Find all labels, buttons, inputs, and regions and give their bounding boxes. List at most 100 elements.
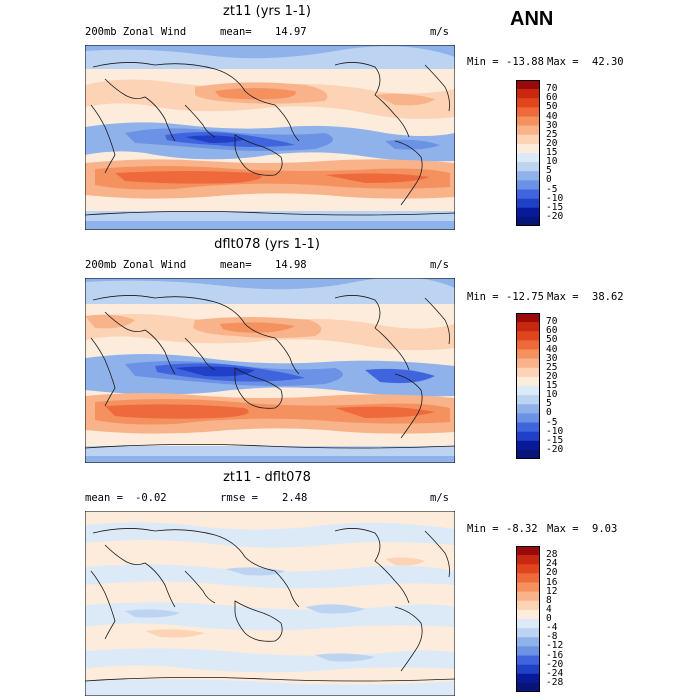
panel-1-colorbar-labels: 70 60 50 40 30 25 20 15 10 5 0 -5 -10 -15 -20 [546, 80, 586, 226]
panel-2-mean-label: mean= [220, 259, 252, 271]
colorbar-level-label: 24 [546, 558, 558, 570]
colorbar-level-label: -5 [546, 416, 558, 428]
colorbar-level-label: 25 [546, 128, 558, 140]
season-label: ANN [510, 8, 554, 30]
panel-1-min-value: -13.88 [506, 56, 544, 68]
panel-2-units: m/s [430, 259, 449, 271]
colorbar-swatch [516, 189, 540, 199]
colorbar-swatch [516, 673, 540, 684]
panel-1-max-value: 42.30 [592, 56, 624, 68]
colorbar-swatch [516, 340, 540, 350]
colorbar-swatch [516, 682, 540, 693]
colorbar-swatch [516, 125, 540, 136]
colorbar-level-label: -5 [546, 183, 558, 195]
colorbar-level-label: 50 [546, 101, 558, 113]
panel-1-map [85, 45, 455, 230]
panel-3-title: zt11 - dflt078 [223, 470, 311, 485]
colorbar-level-label: 0 [546, 613, 552, 624]
panel-3-colorbar-labels: 28 24 20 16 12 8 4 0 -4 -8 -12 -16 -20 -24 -28 [546, 546, 586, 692]
colorbar-swatch [516, 349, 540, 359]
colorbar-level-label: 10 [546, 389, 558, 401]
panel-1-max-label: Max = [547, 56, 579, 68]
colorbar-level-label: 40 [546, 343, 558, 355]
colorbar-swatch [516, 637, 540, 647]
panel-3-max-value: 9.03 [592, 523, 618, 535]
colorbar-swatch [516, 386, 540, 396]
colorbar-swatch [516, 413, 540, 423]
colorbar-level-label: 15 [546, 380, 558, 391]
colorbar-swatch [516, 80, 540, 90]
colorbar-swatch [516, 646, 540, 656]
colorbar-swatch [516, 376, 540, 387]
colorbar-swatch [516, 358, 540, 369]
colorbar-swatch [516, 555, 540, 565]
colorbar-level-label: -24 [546, 667, 564, 679]
panel-3-units: m/s [430, 492, 449, 504]
colorbar-level-label: 5 [546, 165, 552, 177]
panel-1-units: m/s [430, 26, 449, 38]
panel-1-colorbar [516, 80, 540, 227]
colorbar-swatch [516, 153, 540, 163]
panel-1-field-label: 200mb Zonal Wind [85, 26, 187, 38]
panel-1-title: zt11 (yrs 1-1) [223, 4, 311, 19]
colorbar-level-label: 8 [546, 594, 552, 606]
colorbar-swatch [516, 600, 540, 611]
panel-2-max-value: 38.62 [592, 291, 624, 303]
colorbar-level-label: 50 [546, 334, 558, 346]
colorbar-swatch [516, 395, 540, 405]
colorbar-level-label: -20 [546, 210, 564, 222]
colorbar-swatch [516, 655, 540, 665]
panel-3-min-value: -8.32 [506, 523, 538, 535]
panel-2-field-label: 200mb Zonal Wind [85, 259, 187, 271]
colorbar-level-label: 60 [546, 325, 558, 337]
colorbar-level-label: -20 [546, 658, 564, 670]
colorbar-level-label: 40 [546, 110, 558, 122]
colorbar-level-label: 20 [546, 567, 558, 579]
colorbar-level-label: 10 [546, 156, 558, 168]
colorbar-level-label: 30 [546, 119, 558, 131]
colorbar-swatch [516, 628, 540, 638]
colorbar-swatch [516, 198, 540, 209]
colorbar-swatch [516, 609, 540, 620]
panel-2-title: dflt078 (yrs 1-1) [214, 237, 320, 252]
colorbar-level-label: -16 [546, 649, 564, 661]
colorbar-level-label: -20 [546, 443, 564, 455]
colorbar-swatch [516, 162, 540, 172]
colorbar-swatch [516, 564, 540, 574]
panel-2-mean-value: 14.98 [275, 259, 307, 271]
colorbar-level-label: -4 [546, 622, 558, 634]
colorbar-swatch [516, 367, 540, 378]
colorbar-level-label: -12 [546, 640, 564, 652]
panel-2-colorbar [516, 313, 540, 460]
panel-3-mean-label: mean = [85, 492, 123, 504]
colorbar-level-label: 28 [546, 549, 558, 561]
colorbar-level-label: -10 [546, 192, 564, 204]
colorbar-level-label: 0 [546, 407, 552, 419]
panel-1-min-label: Min = [467, 56, 499, 68]
panel-2-map [85, 278, 455, 463]
colorbar-level-label: 70 [546, 316, 558, 328]
colorbar-level-label: 12 [546, 585, 558, 597]
colorbar-swatch [516, 116, 540, 126]
colorbar-level-label: 70 [546, 83, 558, 95]
colorbar-level-label: 0 [546, 174, 552, 186]
colorbar-swatch [516, 171, 540, 181]
colorbar-swatch [516, 98, 540, 108]
colorbar-swatch [516, 143, 540, 154]
colorbar-swatch [516, 422, 540, 432]
panel-3-max-label: Max = [547, 523, 579, 535]
colorbar-level-label: 16 [546, 576, 558, 588]
panel-2-max-label: Max = [547, 291, 579, 303]
colorbar-swatch [516, 582, 540, 592]
colorbar-level-label: 20 [546, 137, 558, 149]
panel-3-colorbar [516, 546, 540, 693]
colorbar-swatch [516, 331, 540, 341]
panel-1-mean-label: mean= [220, 26, 252, 38]
colorbar-swatch [516, 404, 540, 414]
colorbar-swatch [516, 431, 540, 442]
colorbar-level-label: -15 [546, 201, 564, 213]
colorbar-swatch [516, 89, 540, 99]
colorbar-level-label: 30 [546, 352, 558, 364]
panel-1-mean-value: 14.97 [275, 26, 307, 38]
panel-3-rmse-value: 2.48 [282, 492, 308, 504]
